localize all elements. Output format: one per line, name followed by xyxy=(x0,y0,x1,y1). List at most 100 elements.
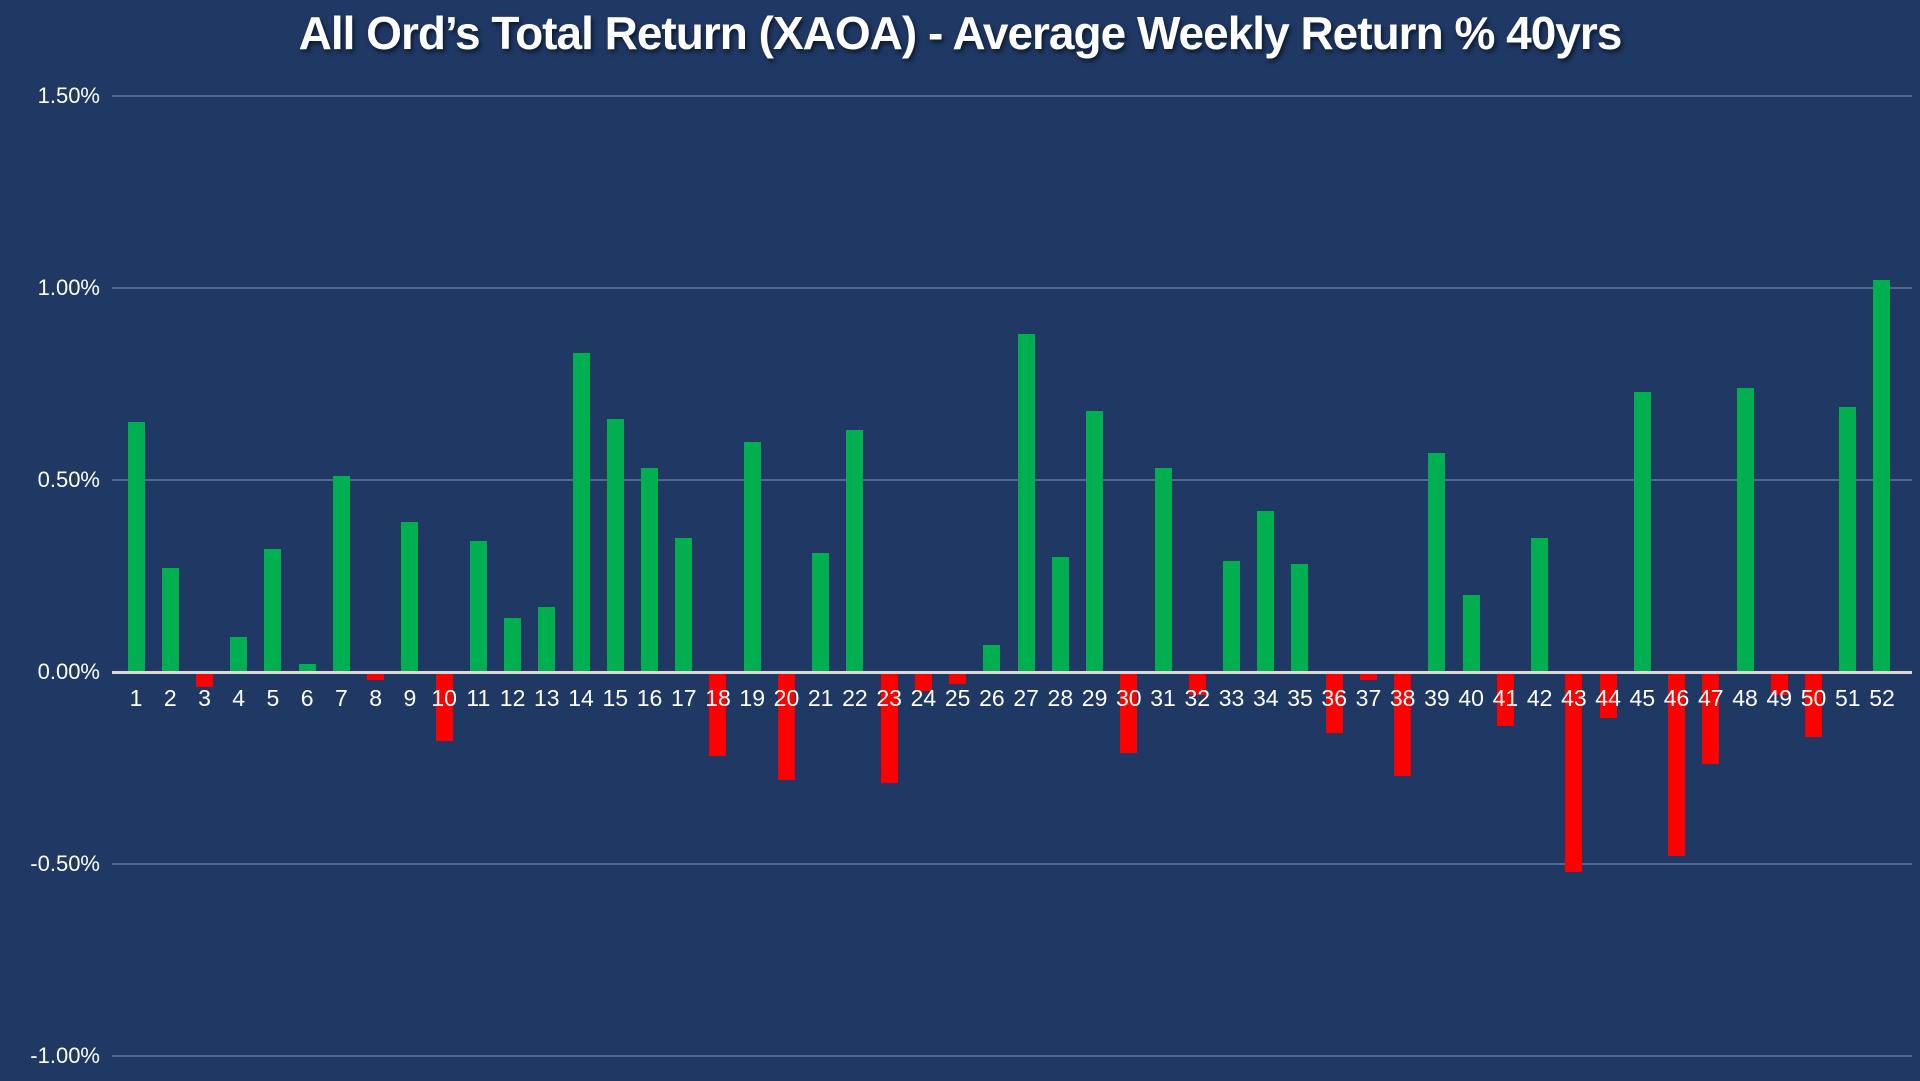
bar-week-27 xyxy=(1017,334,1035,672)
chart-title: All Ord’s Total Return (XAOA) - Average … xyxy=(298,7,1623,59)
week-label-11: 11 xyxy=(466,685,491,711)
bar-week-43 xyxy=(1565,672,1583,872)
week-label-34: 34 xyxy=(1252,685,1279,711)
week-label-44: 44 xyxy=(1595,685,1621,711)
week-label-40: 40 xyxy=(1458,685,1484,711)
bar-week-9 xyxy=(401,522,419,672)
week-label-32: 32 xyxy=(1184,685,1211,711)
bar-week-49 xyxy=(1770,672,1788,696)
bar-week-4 xyxy=(230,637,248,672)
week-label-39: 39 xyxy=(1424,685,1450,711)
week-label-15: 15 xyxy=(602,685,629,711)
bar-week-3 xyxy=(195,672,213,688)
week-label-47: 47 xyxy=(1698,685,1724,711)
week-label-12: 12 xyxy=(499,685,526,711)
week-label-5: 5 xyxy=(266,685,280,711)
bar-week-36 xyxy=(1325,672,1343,734)
week-label-3: 3 xyxy=(198,685,211,711)
bar-week-6 xyxy=(298,664,316,672)
gridline-0.50% xyxy=(112,479,1912,481)
bar-week-47 xyxy=(1702,672,1720,765)
y-tick-label-1.00%: 1.00% xyxy=(37,275,100,300)
bar-week-41 xyxy=(1496,672,1514,726)
week-label-27: 27 xyxy=(1013,685,1039,711)
y-tick-label-1.50%: 1.50% xyxy=(37,83,100,108)
bar-week-21 xyxy=(812,552,830,672)
week-label-41: 41 xyxy=(1492,685,1519,711)
week-label-21: 21 xyxy=(807,685,834,711)
week-label-35: 35 xyxy=(1287,685,1313,711)
week-label-23: 23 xyxy=(876,685,902,711)
gridline-1.00% xyxy=(112,287,1912,289)
bar-week-1 xyxy=(127,422,145,672)
bar-week-48 xyxy=(1736,387,1754,672)
bar-week-42 xyxy=(1531,537,1549,672)
bar-week-5 xyxy=(264,549,282,672)
bar-week-16 xyxy=(641,468,659,672)
bar-week-34 xyxy=(1257,510,1275,672)
week-label-37: 37 xyxy=(1355,685,1382,711)
bar-week-20 xyxy=(777,672,795,780)
week-label-17: 17 xyxy=(670,685,697,711)
bar-week-15 xyxy=(606,418,624,672)
week-label-29: 29 xyxy=(1081,685,1108,711)
week-label-7: 7 xyxy=(335,685,348,711)
bar-week-38 xyxy=(1394,672,1412,776)
week-label-13: 13 xyxy=(534,685,560,711)
week-label-50: 50 xyxy=(1800,685,1827,711)
gridline--1.00% xyxy=(112,1055,1912,1057)
x-axis-line xyxy=(112,671,1912,674)
week-label-16: 16 xyxy=(636,685,663,711)
y-tick-label-0.50%: 0.50% xyxy=(37,467,100,492)
week-label-30: 30 xyxy=(1116,685,1142,711)
week-label-49: 49 xyxy=(1766,685,1793,711)
bar-week-8 xyxy=(367,672,385,680)
week-label-25: 25 xyxy=(944,685,971,711)
bar-week-12 xyxy=(504,618,522,672)
week-label-18: 18 xyxy=(705,685,731,711)
bar-week-31 xyxy=(1154,468,1172,672)
week-label-48: 48 xyxy=(1732,685,1758,711)
bar-week-24 xyxy=(914,672,932,692)
week-label-10: 10 xyxy=(431,685,457,711)
bar-week-37 xyxy=(1359,672,1377,680)
bar-week-2 xyxy=(161,568,179,672)
week-label-20: 20 xyxy=(773,685,800,711)
week-label-51: 51 xyxy=(1834,685,1861,711)
week-label-9: 9 xyxy=(403,685,417,711)
week-label-38: 38 xyxy=(1389,685,1416,711)
bar-week-11 xyxy=(469,541,487,672)
week-label-33: 33 xyxy=(1218,685,1245,711)
bar-week-28 xyxy=(1051,556,1069,672)
bar-week-52 xyxy=(1873,280,1891,672)
bar-week-39 xyxy=(1428,453,1446,672)
week-label-28: 28 xyxy=(1047,685,1074,711)
bar-week-18 xyxy=(709,672,727,757)
y-tick-label-0.00%: 0.00% xyxy=(37,659,100,684)
week-label-8: 8 xyxy=(369,685,383,711)
bar-week-40 xyxy=(1462,595,1480,672)
week-label-22: 22 xyxy=(842,685,868,711)
y-tick-label--1.00%: -1.00% xyxy=(30,1043,100,1068)
bar-week-7 xyxy=(332,476,350,672)
gridline--0.50% xyxy=(112,863,1912,865)
bar-week-33 xyxy=(1223,560,1241,672)
bar-week-32 xyxy=(1188,672,1206,696)
week-label-52: 52 xyxy=(1869,685,1895,711)
week-label-42: 42 xyxy=(1526,685,1553,711)
week-label-46: 46 xyxy=(1663,685,1690,711)
week-label-36: 36 xyxy=(1321,685,1348,711)
week-label-2: 2 xyxy=(163,685,177,711)
bar-week-46 xyxy=(1668,672,1686,857)
bar-week-30 xyxy=(1120,672,1138,753)
bar-week-44 xyxy=(1599,672,1617,719)
week-label-26: 26 xyxy=(979,685,1005,711)
bar-week-14 xyxy=(572,353,590,672)
y-tick-label--0.50%: -0.50% xyxy=(30,851,100,876)
bar-week-17 xyxy=(675,537,693,672)
week-label-4: 4 xyxy=(232,685,246,711)
bar-week-25 xyxy=(949,672,967,684)
bar-week-13 xyxy=(538,606,556,672)
bar-week-45 xyxy=(1633,391,1651,672)
